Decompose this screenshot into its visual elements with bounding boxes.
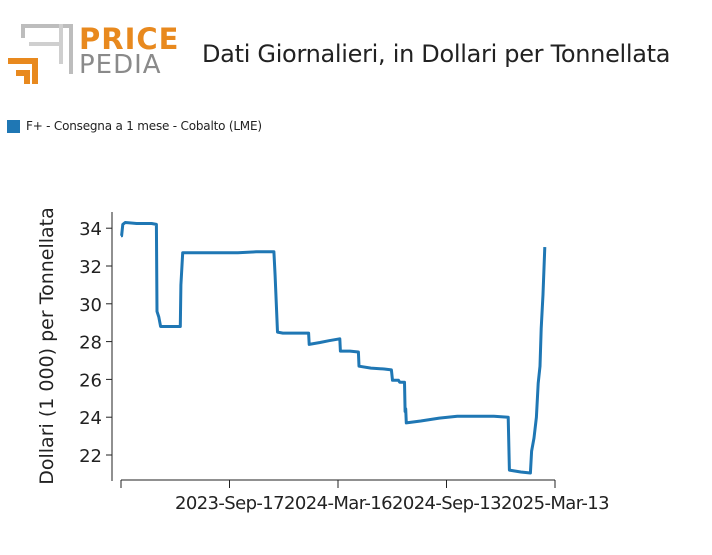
x-tick-label: 2024-Sep-13 bbox=[392, 493, 501, 514]
y-tick-label: 34 bbox=[79, 219, 102, 240]
y-tick-label: 26 bbox=[79, 370, 102, 391]
logo-mark-icon bbox=[8, 24, 73, 84]
y-tick-label: 24 bbox=[79, 408, 102, 429]
legend-swatch bbox=[7, 119, 20, 133]
y-tick-label: 28 bbox=[79, 333, 102, 354]
x-tick-label: 2023-Sep-17 bbox=[175, 493, 284, 514]
chart-legend: F+ - Consegna a 1 mese - Cobalto (LME) bbox=[7, 119, 262, 133]
logo-brand-bottom: PEDIA bbox=[79, 50, 162, 80]
y-tick-label: 22 bbox=[79, 446, 102, 467]
series-line bbox=[120, 221, 547, 475]
chart-title: Dati Giornalieri, in Dollari per Tonnell… bbox=[202, 40, 671, 68]
y-tick-label: 32 bbox=[79, 257, 102, 278]
x-tick-label: 2024-Mar-16 bbox=[284, 493, 392, 514]
y-tick-label: 30 bbox=[79, 295, 102, 316]
y-axis-label: Dollari (1 000) per Tonnellata bbox=[36, 207, 58, 485]
logo-brand-top: PRICE bbox=[79, 22, 180, 56]
x-tick-label: 2025-Mar-13 bbox=[501, 493, 609, 514]
legend-item-label: F+ - Consegna a 1 mese - Cobalto (LME) bbox=[26, 119, 262, 133]
